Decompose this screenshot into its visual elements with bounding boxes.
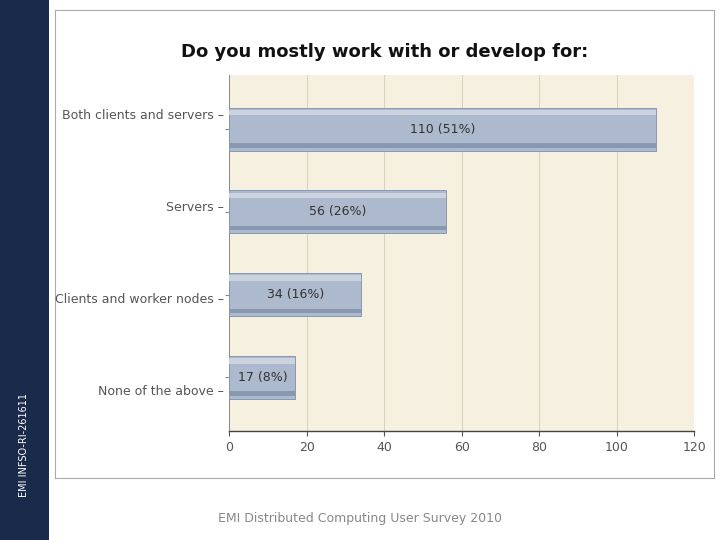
Bar [230,275,361,281]
Text: 56 (26%): 56 (26%) [310,205,366,218]
Bar [230,358,295,364]
Bar [230,190,446,233]
Text: EMI INFSO-RI-261611: EMI INFSO-RI-261611 [19,393,30,497]
Text: None of the above –: None of the above – [98,384,224,397]
Bar [230,193,446,198]
Bar [230,226,446,230]
Bar [230,107,656,151]
Bar [230,356,295,399]
Bar [230,143,656,147]
Text: Both clients and servers –: Both clients and servers – [62,109,224,122]
Bar [230,273,361,316]
Bar [230,110,656,116]
Text: Clients and worker nodes –: Clients and worker nodes – [55,293,224,306]
Text: 34 (16%): 34 (16%) [266,288,324,301]
Bar [230,309,361,313]
Text: Servers –: Servers – [166,201,224,214]
Text: EMI Distributed Computing User Survey 2010: EMI Distributed Computing User Survey 20… [218,512,502,525]
Text: 17 (8%): 17 (8%) [238,371,287,384]
Text: 110 (51%): 110 (51%) [410,123,475,136]
Text: Do you mostly work with or develop for:: Do you mostly work with or develop for: [181,43,588,61]
Bar [230,392,295,396]
